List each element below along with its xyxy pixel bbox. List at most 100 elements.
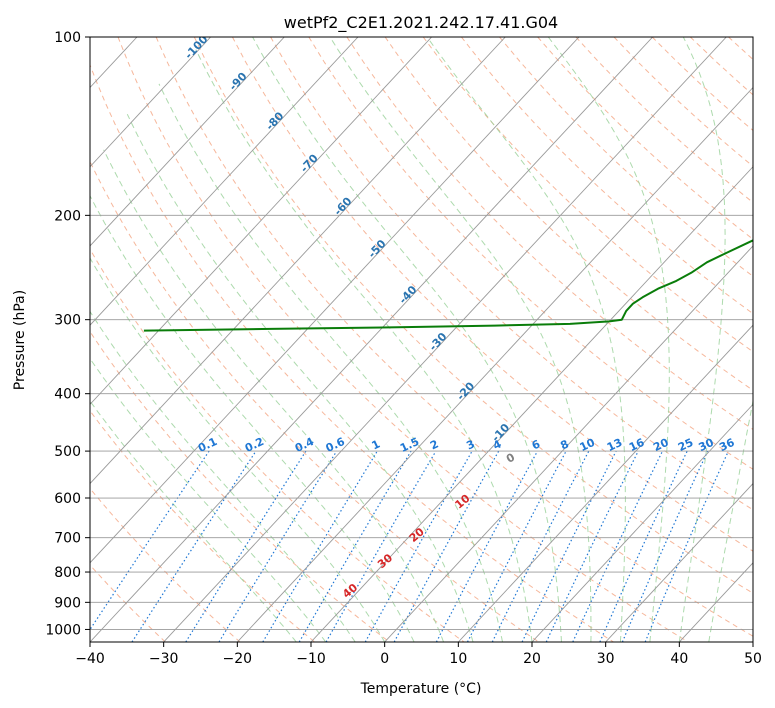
moist-adiabat <box>329 37 592 642</box>
mixing-ratio-label: 8 <box>558 437 570 452</box>
isotherm <box>384 245 753 642</box>
y-tick-label: 300 <box>54 313 81 329</box>
mixing-ratio-line <box>185 450 307 642</box>
mixing-ratio-label: 36 <box>717 436 737 454</box>
y-tick-label: 400 <box>54 387 81 403</box>
moist-adiabat <box>90 310 356 642</box>
isotherm <box>90 37 653 642</box>
dry-adiabat <box>308 37 753 470</box>
dry-adiabat-label: 40 <box>340 581 360 601</box>
isotherm <box>90 37 359 326</box>
mixing-ratio-label: 10 <box>578 436 598 454</box>
mixing-ratio-line <box>90 450 210 631</box>
isotherm-label: -70 <box>298 151 321 175</box>
mixing-ratio-label: 3 <box>464 437 476 452</box>
isotherm <box>90 37 432 406</box>
dry-adiabat <box>117 37 689 642</box>
isotherm <box>90 37 211 168</box>
dry-adiabat <box>90 63 614 642</box>
profile-series <box>143 37 775 332</box>
isotherm-label: -90 <box>227 70 250 94</box>
dry-adiabat <box>193 37 753 594</box>
isotherm <box>0 37 63 642</box>
mixing-ratio-line <box>491 450 590 642</box>
moist-adiabat <box>678 37 726 642</box>
isotherm <box>310 166 753 642</box>
mixing-ratio-line <box>521 450 617 642</box>
dry-adiabat <box>689 37 753 96</box>
dewpoint-line <box>143 239 753 332</box>
dry-adiabat <box>270 37 753 511</box>
x-axis-title: Temperature (°C) <box>360 681 482 697</box>
mixing-ratio-label: 13 <box>605 436 624 454</box>
y-tick-label: 500 <box>54 444 81 460</box>
isotherm <box>752 641 753 642</box>
dry-adiabat <box>90 160 540 642</box>
x-tick-label: 20 <box>523 651 541 667</box>
axes: −40 −30 −20 −10 0 10 20 30 40 5010020030040050060… <box>45 30 762 667</box>
dry-adiabat <box>231 37 753 552</box>
isotherm <box>90 37 506 485</box>
mixing-ratio-label: 1.5 <box>398 435 421 455</box>
dry-adiabat <box>90 487 241 642</box>
mixing-ratio-label: 1 <box>370 437 382 452</box>
mixing-ratio-label: 20 <box>651 436 671 454</box>
x-tick-label: 50 <box>744 651 762 667</box>
moist-adiabat <box>195 49 533 642</box>
y-tick-label: 100 <box>54 30 81 46</box>
moist-adiabat <box>126 113 474 642</box>
mixing-ratio-label: 2 <box>428 437 440 452</box>
mixing-ratio-label: 0.6 <box>324 435 347 455</box>
mixing-ratio-line <box>131 450 257 642</box>
dry-adiabat <box>613 37 753 167</box>
y-tick-label: 800 <box>54 565 81 581</box>
y-tick-label: 900 <box>54 595 81 611</box>
moist-adiabat <box>547 37 670 642</box>
isotherm <box>90 37 580 564</box>
isotherm <box>90 37 285 247</box>
mixing-ratio-line <box>621 450 709 642</box>
x-tick-label: −40 <box>75 651 105 667</box>
moist-adiabat <box>426 37 626 642</box>
dry-adiabat <box>499 37 753 277</box>
dry-adiabat <box>461 37 753 315</box>
isotherm <box>458 324 753 642</box>
dry-adiabat <box>346 37 753 431</box>
background-lines <box>0 37 775 642</box>
mixing-ratio-line <box>364 450 473 642</box>
chart-title: wetPf2_C2E1.2021.242.17.41.G04 <box>284 13 558 33</box>
moist-adiabat <box>90 194 415 642</box>
mixing-ratio-label: 25 <box>676 436 695 454</box>
y-tick-label: 600 <box>54 491 81 507</box>
x-tick-label: −10 <box>296 651 326 667</box>
temperature-line <box>769 37 775 331</box>
moist-adiabat <box>158 83 503 642</box>
moist-adiabat <box>90 257 386 642</box>
mixing-ratio-line <box>218 450 338 642</box>
x-tick-label: 40 <box>670 651 688 667</box>
mixing-ratio-label: 0.1 <box>196 435 219 455</box>
mixing-ratio-line <box>599 450 688 642</box>
isotherm-label: -30 <box>427 330 450 354</box>
y-tick-label: 1000 <box>45 622 81 638</box>
dry-adiabat <box>767 37 775 642</box>
isotherm-label: -40 <box>396 283 419 307</box>
isotherm <box>531 403 753 642</box>
mixing-ratio-line <box>435 450 539 642</box>
x-tick-label: −20 <box>223 651 253 667</box>
isotherm <box>163 37 727 642</box>
y-tick-label: 200 <box>54 208 81 224</box>
mixing-ratio-label: 30 <box>697 436 717 454</box>
line-labels: -100-90-80-70-60-50-40-30-20-100.1 0.2 0.4… <box>182 37 737 601</box>
isotherm-label: -60 <box>331 194 354 218</box>
dry-adiabat <box>575 37 753 204</box>
dry-adiabat <box>90 248 465 642</box>
mixing-ratio-label: 16 <box>627 436 647 454</box>
y-axis-title: Pressure (hPa) <box>12 290 28 390</box>
moist-adiabat-label: 0 <box>504 450 517 465</box>
dry-adiabat <box>90 409 316 642</box>
moist-adiabat <box>708 398 753 642</box>
x-tick-label: 10 <box>449 651 467 667</box>
dry-adiabat <box>651 37 753 132</box>
isotherm <box>679 562 753 642</box>
